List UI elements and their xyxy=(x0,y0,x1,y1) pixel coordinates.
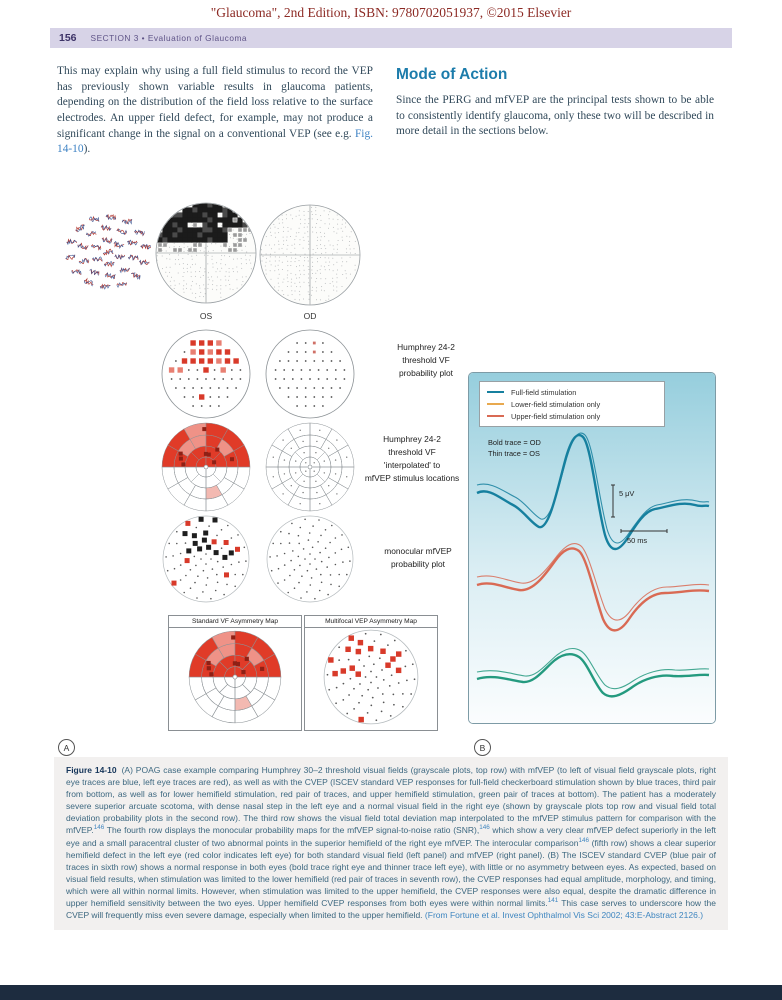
section-bullet: • xyxy=(141,33,146,43)
thin-trace-note: Thin trace = OS xyxy=(488,449,540,459)
interpolated-plot-od xyxy=(265,422,355,512)
figure-14-10: OS OD Humphrey 24-2 threshold VF probabi… xyxy=(50,195,732,756)
mfvep-probability-plot-od xyxy=(266,515,354,603)
row-label-interpolated: Humphrey 24-2 threshold VF 'interpolated… xyxy=(364,434,460,484)
mfvep-asymmetry-map: Multifocal VEP Asymmetry Map xyxy=(304,615,438,731)
panel-b-marker: B xyxy=(474,739,491,756)
section-breadcrumb: SECTION 3 • Evaluation of Glaucoma xyxy=(91,33,247,43)
row-label-probability: Humphrey 24-2 threshold VF probability p… xyxy=(397,342,455,379)
legend-label-upper-field: Upper-field stimulation only xyxy=(511,411,601,421)
vf-asymmetry-plot xyxy=(188,630,282,724)
page-header-band: 156 SECTION 3 • Evaluation of Glaucoma xyxy=(50,28,732,48)
legend-label-lower-field: Lower-field stimulation only xyxy=(511,399,601,409)
caption-ref2[interactable]: 146 xyxy=(479,824,490,832)
figure-caption-label: Figure 14-10 xyxy=(66,765,117,775)
caption-seg4: (fifth row) shows a clear superior hemif… xyxy=(66,838,717,909)
upper-field-swatch-icon xyxy=(487,415,504,417)
caption-citation[interactable]: (From Fortune et al. Invest Ophthalmol V… xyxy=(424,910,704,921)
chart-legend: Full-field stimulation Lower-field stimu… xyxy=(479,381,665,427)
figure-caption: Figure 14-10 (A) POAG case example compar… xyxy=(66,765,716,922)
legend-item-lower-field: Lower-field stimulation only xyxy=(487,398,657,410)
mfvep-asymmetry-title: Multifocal VEP Asymmetry Map xyxy=(305,616,437,628)
eye-label-os: OS xyxy=(199,311,213,321)
eye-label-od: OD xyxy=(303,311,317,321)
cvep-traces xyxy=(469,373,715,723)
full-field-swatch-icon xyxy=(487,391,504,393)
left-paragraph-text: This may explain why using a full field … xyxy=(57,65,373,140)
legend-label-full-field: Full-field stimulation xyxy=(511,387,577,397)
left-paragraph-end: ). xyxy=(83,143,91,156)
amplitude-scale-label: 5 μV xyxy=(619,489,635,498)
left-paragraph: This may explain why using a full field … xyxy=(57,64,373,158)
section-title: Evaluation of Glaucoma xyxy=(147,33,247,43)
mode-of-action-heading: Mode of Action xyxy=(396,66,508,83)
trace-note: Bold trace = OD Thin trace = OS xyxy=(488,437,541,460)
vf-asymmetry-title: Standard VF Asymmetry Map xyxy=(169,616,301,628)
cvep-chart-panel: Full-field stimulation Lower-field stimu… xyxy=(468,372,716,724)
right-paragraph: Since the PERG and mfVEP are the princip… xyxy=(396,94,714,138)
mfvep-asymmetry-plot xyxy=(323,629,419,725)
right-column: Mode of Action Since the PERG and mfVEP … xyxy=(396,66,714,140)
caption-ref3[interactable]: 146 xyxy=(578,837,590,845)
caption-seg1: (A) POAG case example comparing Humphrey… xyxy=(66,765,717,836)
probability-plot-os xyxy=(161,329,251,419)
mfvep-trace-array xyxy=(65,214,152,290)
legend-item-upper-field: Upper-field stimulation only xyxy=(487,410,657,422)
lower-field-swatch-icon xyxy=(487,403,504,405)
mfvep-probability-plot-os xyxy=(162,515,250,603)
time-scale-label: 50 ms xyxy=(627,536,648,545)
row-label-mfvep: monocular mfVEP probability plot xyxy=(384,546,452,570)
page-number: 156 xyxy=(59,32,77,44)
bottom-bar xyxy=(0,985,782,1000)
book-title-bar: "Glaucoma", 2nd Edition, ISBN: 978070205… xyxy=(210,5,572,20)
standard-vf-asymmetry-map: Standard VF Asymmetry Map xyxy=(168,615,302,731)
caption-seg5: This case serves to underscore how the C… xyxy=(66,898,716,921)
legend-item-full-field: Full-field stimulation xyxy=(487,386,657,398)
left-column: This may explain why using a full field … xyxy=(57,64,373,158)
bold-trace-note: Bold trace = OD xyxy=(488,438,541,447)
figure-caption-box: Figure 14-10 (A) POAG case example compar… xyxy=(54,757,728,931)
panel-a-marker: A xyxy=(58,739,75,756)
probability-plot-od xyxy=(265,329,355,419)
section-label: SECTION 3 xyxy=(90,33,139,43)
caption-seg3: which show a very clear mfVEP defect sup… xyxy=(66,825,716,848)
interpolated-plot-os xyxy=(161,422,251,512)
figure-reference-link[interactable]: Fig. 14-10 xyxy=(57,127,373,156)
grayscale-vf-os xyxy=(155,202,257,304)
caption-ref1[interactable]: 146 xyxy=(93,824,105,832)
caption-ref4[interactable]: 141 xyxy=(547,897,559,905)
grayscale-vf-od xyxy=(259,204,361,306)
caption-seg2: The fourth row displays the monocular pr… xyxy=(104,825,480,836)
